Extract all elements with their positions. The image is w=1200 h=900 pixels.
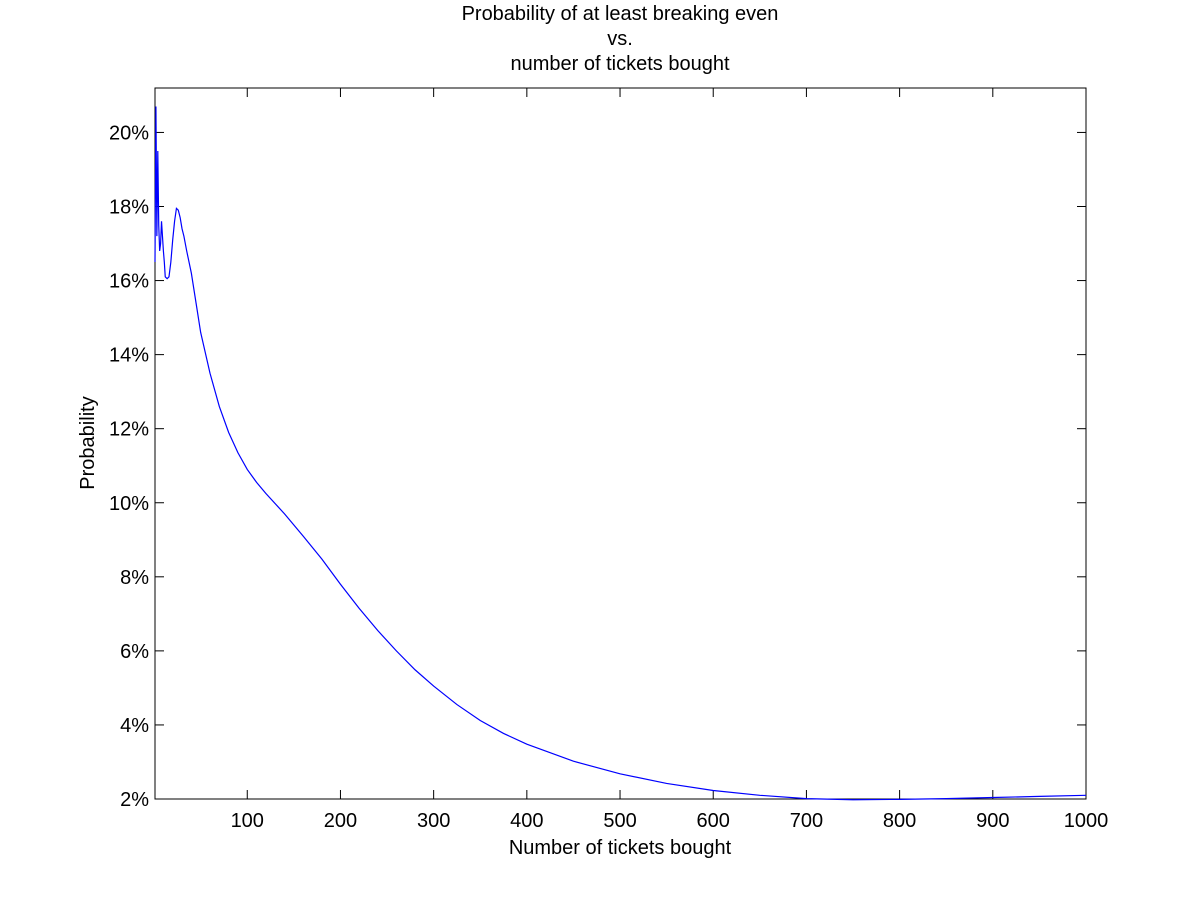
y-tick-label: 12% [109,419,149,441]
series-line [154,106,1087,801]
x-tick-label: 500 [603,810,636,832]
x-tick-label: 1000 [1064,810,1109,832]
y-tick-label: 10% [109,493,149,515]
y-tick-label: 16% [109,271,149,293]
x-axis-ticks [246,88,1087,799]
y-tick-label: 2% [120,789,149,811]
y-tick-label: 14% [109,345,149,367]
x-tick-label: 900 [976,810,1009,832]
chart-title-line-3: number of tickets bought [510,53,729,75]
x-tick-label: 800 [883,810,916,832]
chart-title-line-2: vs. [607,28,633,50]
x-tick-label: 300 [417,810,450,832]
y-tick-label: 4% [120,715,149,737]
x-tick-label: 100 [231,810,264,832]
y-tick-label: 20% [109,122,149,144]
y-axis-ticks [155,131,1086,800]
x-tick-label: 600 [697,810,730,832]
x-axis-tick-labels: 100 200 300 400 500 600 700 800 900 1000 [231,810,1109,832]
x-tick-label: 700 [790,810,823,832]
y-tick-label: 6% [120,641,149,663]
x-tick-label: 200 [324,810,357,832]
y-tick-label: 18% [109,197,149,219]
y-axis-label: Probability [77,396,99,489]
plot-area [154,87,1087,800]
y-tick-label: 8% [120,567,149,589]
y-axis-tick-labels: 2% 4% 6% 8% 10% 12% 14% 16% 18% 20% [109,122,149,811]
x-axis-label: Number of tickets bought [509,837,732,859]
x-tick-label: 400 [510,810,543,832]
chart-title-line-1: Probability of at least breaking even [462,3,779,25]
